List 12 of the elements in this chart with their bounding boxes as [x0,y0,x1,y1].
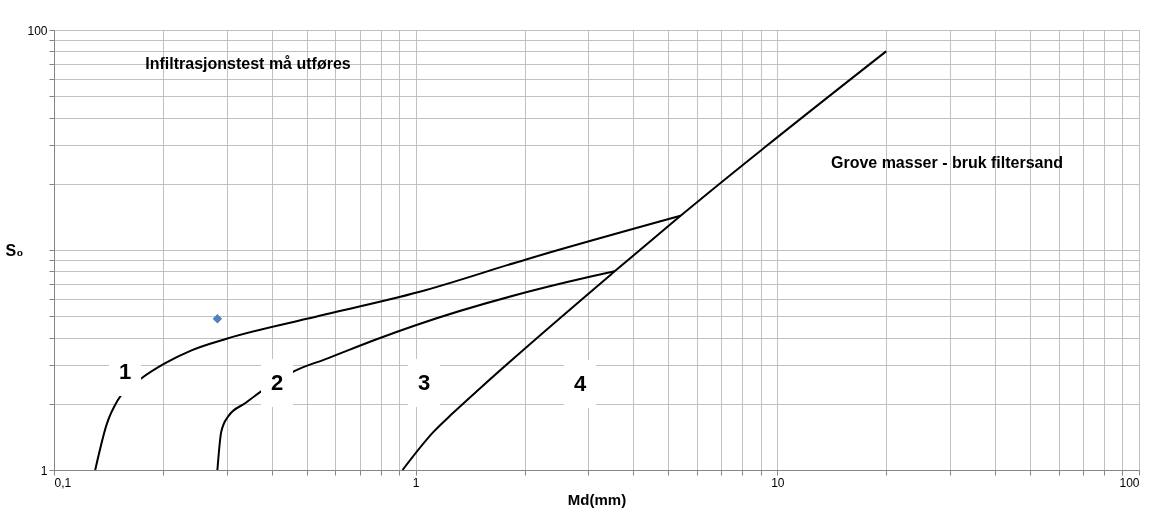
annotation: Infiltrasjonstest må utføres [145,55,351,72]
annotation: Grove masser - bruk filtersand [830,154,1064,171]
y-axis-title: S₀ [5,241,24,259]
annotation: 4 [573,371,587,396]
x-axis-title: Md(mm) [567,490,627,508]
x-tick-label: 0,1 [54,475,72,490]
x-tick-label: 100 [1119,475,1140,490]
annotation: 1 [118,359,132,384]
x-tick-label: 10 [771,475,785,490]
annotation: 2 [270,370,284,395]
x-tick-label: 1 [412,475,420,490]
annotation: 3 [417,370,431,395]
